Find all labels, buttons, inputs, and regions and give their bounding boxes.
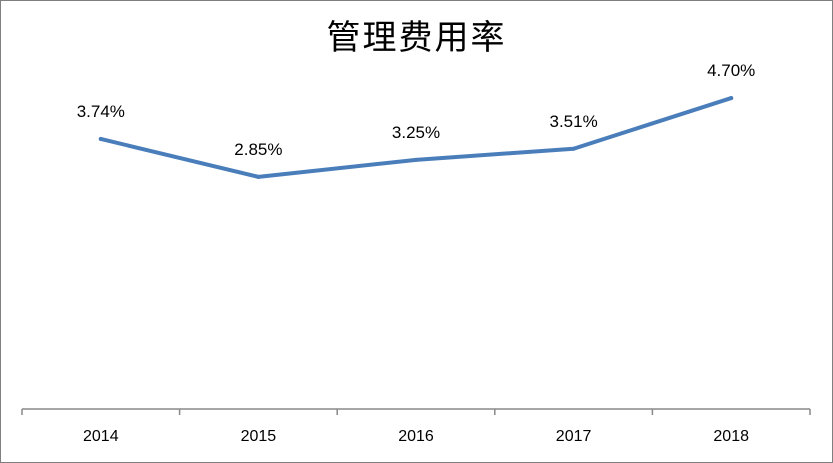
data-label-2017: 3.51% [549, 112, 597, 131]
data-label-2014: 3.74% [77, 102, 125, 121]
data-point-2017 [571, 146, 576, 151]
x-tick-label-2015: 2015 [241, 428, 277, 445]
x-tick-label-2017: 2017 [556, 428, 592, 445]
chart-title: 管理费用率 [326, 18, 507, 58]
x-tick-label-2016: 2016 [398, 428, 434, 445]
data-label-2015: 2.85% [234, 140, 282, 159]
data-point-2014 [98, 136, 103, 141]
data-label-2016: 3.25% [392, 123, 440, 142]
data-point-2015 [256, 174, 261, 179]
x-tick-label-2014: 2014 [83, 428, 119, 445]
data-point-2016 [414, 157, 418, 162]
data-label-2018: 4.70% [707, 61, 755, 80]
data-point-2018 [729, 96, 734, 101]
x-tick-label-2018: 2018 [713, 428, 749, 445]
